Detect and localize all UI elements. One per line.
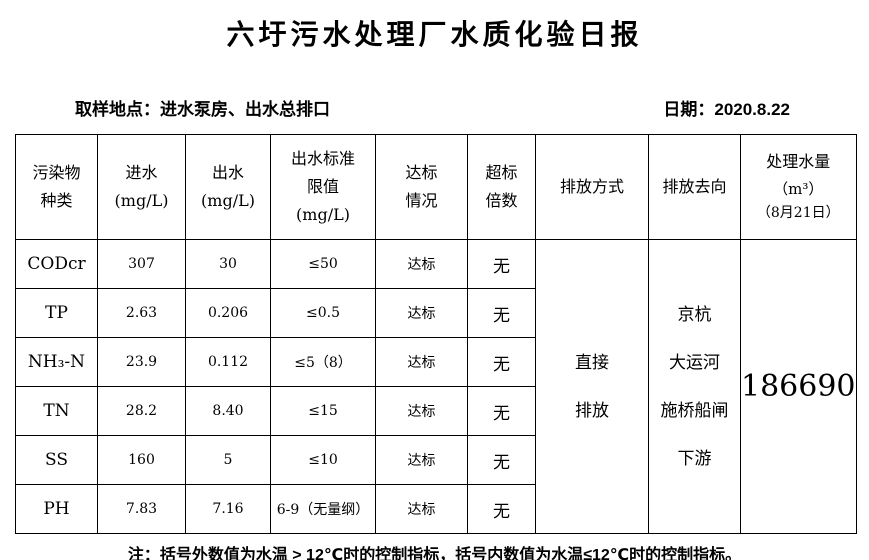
header-treated-volume-date: （8月21日）: [756, 205, 840, 222]
effluent-value-cell: 30: [185, 239, 271, 289]
table-row: TN 28.2 8.40 ≤15 达标 无: [15, 386, 857, 436]
header-discharge-mode: 排放方式: [535, 134, 649, 240]
limit-value-cell: ≤0.5: [270, 288, 376, 338]
influent-value-cell: 7.83: [97, 484, 186, 534]
status-cell: 达标: [375, 288, 468, 338]
treated-volume-cell: 186690: [740, 239, 857, 534]
influent-value-cell: 2.63: [97, 288, 186, 338]
influent-value-cell: 307: [97, 239, 186, 289]
report-title: 六圩污水处理厂水质化验日报: [226, 19, 643, 50]
exceed-cell: 无: [467, 386, 536, 436]
limit-value-cell: ≤5（8）: [270, 337, 376, 387]
table-row: SS 160 5 ≤10 达标 无: [15, 435, 857, 485]
status-cell: 达标: [375, 386, 468, 436]
exceed-cell: 无: [467, 337, 536, 387]
effluent-value-cell: 5: [185, 435, 271, 485]
footnote: 注：括号外数值为水温 > 12℃时的控制指标，括号内数值为水温≤12℃时的控制指…: [127, 547, 742, 560]
header-treated-volume-unit: （m³）: [773, 179, 824, 198]
header-discharge-destination: 排放去向: [648, 134, 741, 240]
limit-value-cell: ≤10: [270, 435, 376, 485]
header-effluent: 出水 (mg/L): [185, 134, 271, 240]
effluent-value-cell: 0.112: [185, 337, 271, 387]
pollutant-name-cell: SS: [15, 435, 98, 485]
limit-value-cell: ≤15: [270, 386, 376, 436]
exceed-cell: 无: [467, 435, 536, 485]
status-cell: 达标: [375, 484, 468, 534]
table-row: CODcr 307 30 ≤50 达标 无 直接 排放 京杭 大运河 施桥船闸 …: [15, 239, 857, 534]
pollutant-name-cell: NH₃-N: [15, 337, 98, 387]
sampling-location: 取样地点：进水泵房、出水总排口: [75, 100, 330, 119]
status-cell: 达标: [375, 435, 468, 485]
table-header-row: 污染物 种类 进水 (mg/L) 出水 (mg/L) 出水标准 限值 (mg/L…: [15, 134, 857, 240]
pollutant-name-cell: TN: [15, 386, 98, 436]
pollutant-name-cell: CODcr: [15, 239, 98, 289]
header-influent: 进水 (mg/L): [97, 134, 186, 240]
header-pollutant-type: 污染物 种类: [15, 134, 98, 240]
exceed-cell: 无: [467, 288, 536, 338]
effluent-value-cell: 8.40: [185, 386, 271, 436]
header-exceed-multiple: 超标 倍数: [467, 134, 536, 240]
influent-value-cell: 160: [97, 435, 186, 485]
report-date: 日期：2020.8.22: [663, 100, 790, 119]
header-treated-volume-title: 处理水量: [766, 151, 831, 171]
header-treated-volume: 处理水量 （m³） （8月21日）: [740, 134, 857, 240]
table-row: NH₃-N 23.9 0.112 ≤5（8） 达标 无: [15, 337, 857, 387]
limit-value-cell: ≤50: [270, 239, 376, 289]
exceed-cell: 无: [467, 239, 536, 289]
water-quality-table: 污染物 种类 进水 (mg/L) 出水 (mg/L) 出水标准 限值 (mg/L…: [15, 134, 857, 534]
table-row: PH 7.83 7.16 6-9（无量纲） 达标 无: [15, 484, 857, 534]
header-compliance-status: 达标 情况: [375, 134, 468, 240]
status-cell: 达标: [375, 337, 468, 387]
limit-value-cell: 6-9（无量纲）: [270, 484, 376, 534]
exceed-cell: 无: [467, 484, 536, 534]
table-row: TP 2.63 0.206 ≤0.5 达标 无: [15, 288, 857, 338]
pollutant-name-cell: PH: [15, 484, 98, 534]
header-effluent-limit: 出水标准 限值 (mg/L): [270, 134, 376, 240]
pollutant-name-cell: TP: [15, 288, 98, 338]
influent-value-cell: 28.2: [97, 386, 186, 436]
discharge-mode-cell: 直接 排放: [535, 239, 649, 534]
influent-value-cell: 23.9: [97, 337, 186, 387]
effluent-value-cell: 0.206: [185, 288, 271, 338]
status-cell: 达标: [375, 239, 468, 289]
effluent-value-cell: 7.16: [185, 484, 271, 534]
discharge-destination-cell: 京杭 大运河 施桥船闸 下游: [648, 239, 741, 534]
meta-row: 取样地点：进水泵房、出水总排口 日期：2020.8.22: [0, 95, 869, 120]
